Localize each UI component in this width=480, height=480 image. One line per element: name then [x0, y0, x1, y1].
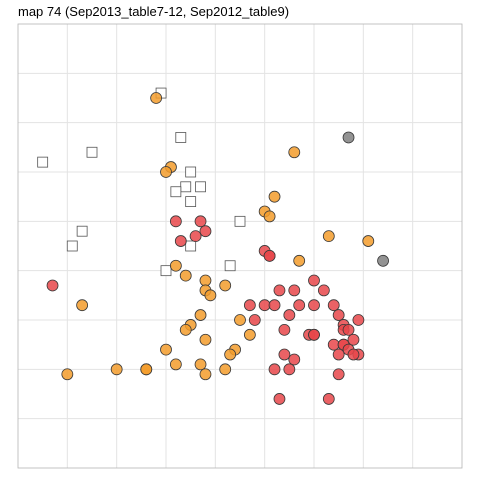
square-point — [170, 186, 182, 198]
circle-point — [332, 368, 345, 381]
circle-point — [308, 328, 320, 341]
circle-point — [342, 323, 355, 336]
square-point — [185, 196, 197, 208]
circle-point — [352, 314, 365, 326]
square-point — [180, 181, 192, 193]
circle-point — [150, 92, 163, 104]
circle-point — [268, 190, 281, 203]
circle-point — [362, 235, 375, 247]
circle-point — [174, 235, 187, 247]
circle-point — [342, 131, 355, 144]
circle-point — [169, 358, 182, 371]
plot-background — [18, 24, 462, 468]
square-point — [175, 132, 187, 143]
plot-border — [17, 23, 463, 469]
square-point — [224, 260, 236, 272]
circle-point — [243, 328, 256, 341]
circle-point — [179, 323, 192, 336]
circle-point — [332, 348, 345, 361]
circle-point — [288, 284, 301, 297]
circle-point — [377, 254, 389, 267]
chart-title: map 74 (Sep2013_table7-12, Sep2012_table… — [18, 4, 290, 19]
circle-point — [293, 254, 306, 267]
circle-point — [283, 309, 296, 321]
circle-point — [199, 274, 212, 287]
circle-point — [258, 299, 271, 312]
circle-point — [273, 284, 286, 297]
circle-point — [308, 299, 320, 312]
circle-point — [288, 353, 301, 366]
circle-point — [140, 363, 153, 376]
circle-point — [194, 309, 207, 321]
circle-point — [268, 299, 281, 312]
circle-point — [110, 363, 123, 376]
square-point — [195, 181, 206, 193]
circle-point — [160, 166, 172, 178]
square-point — [234, 215, 246, 227]
circle-point — [219, 279, 232, 292]
circle-point — [179, 269, 192, 282]
circle-point — [322, 230, 335, 243]
circle-point — [199, 368, 212, 381]
square-point — [185, 166, 197, 178]
circle-point — [293, 299, 306, 312]
circle-point — [278, 348, 291, 361]
circle-point — [224, 348, 237, 361]
circle-point — [160, 343, 172, 356]
circle-point — [169, 259, 182, 272]
square-point — [185, 240, 197, 252]
circle-point — [283, 363, 296, 376]
circle-point — [219, 363, 232, 376]
circle-point — [327, 338, 340, 351]
circle-point — [332, 309, 345, 321]
circle-point — [199, 225, 212, 238]
circle-point — [204, 289, 217, 302]
circle-point — [347, 348, 360, 361]
circle-point — [268, 363, 281, 376]
circle-point — [263, 249, 276, 262]
circle-point — [322, 393, 335, 405]
square-point — [160, 265, 172, 277]
circle-point — [234, 314, 246, 326]
circle-point — [169, 215, 182, 228]
circle-point — [327, 299, 340, 312]
circle-point — [248, 314, 261, 326]
circle-point — [288, 146, 301, 159]
circle-point — [46, 279, 59, 292]
data-points — [37, 87, 389, 405]
circle-point — [199, 333, 212, 346]
circle-point — [76, 299, 89, 312]
circle-point — [273, 393, 286, 405]
grid-lines — [18, 24, 462, 468]
circle-point — [243, 299, 256, 312]
square-point — [76, 225, 88, 237]
circle-point — [194, 358, 207, 371]
square-point — [37, 156, 49, 168]
circle-point — [61, 368, 74, 381]
circle-point — [278, 323, 291, 336]
circle-point — [189, 230, 202, 243]
circle-point — [194, 215, 207, 228]
square-point — [66, 240, 78, 252]
circle-point — [308, 274, 320, 287]
circle-point — [263, 210, 276, 223]
circle-point — [347, 333, 360, 346]
circle-point — [317, 284, 330, 297]
square-point — [86, 146, 98, 158]
